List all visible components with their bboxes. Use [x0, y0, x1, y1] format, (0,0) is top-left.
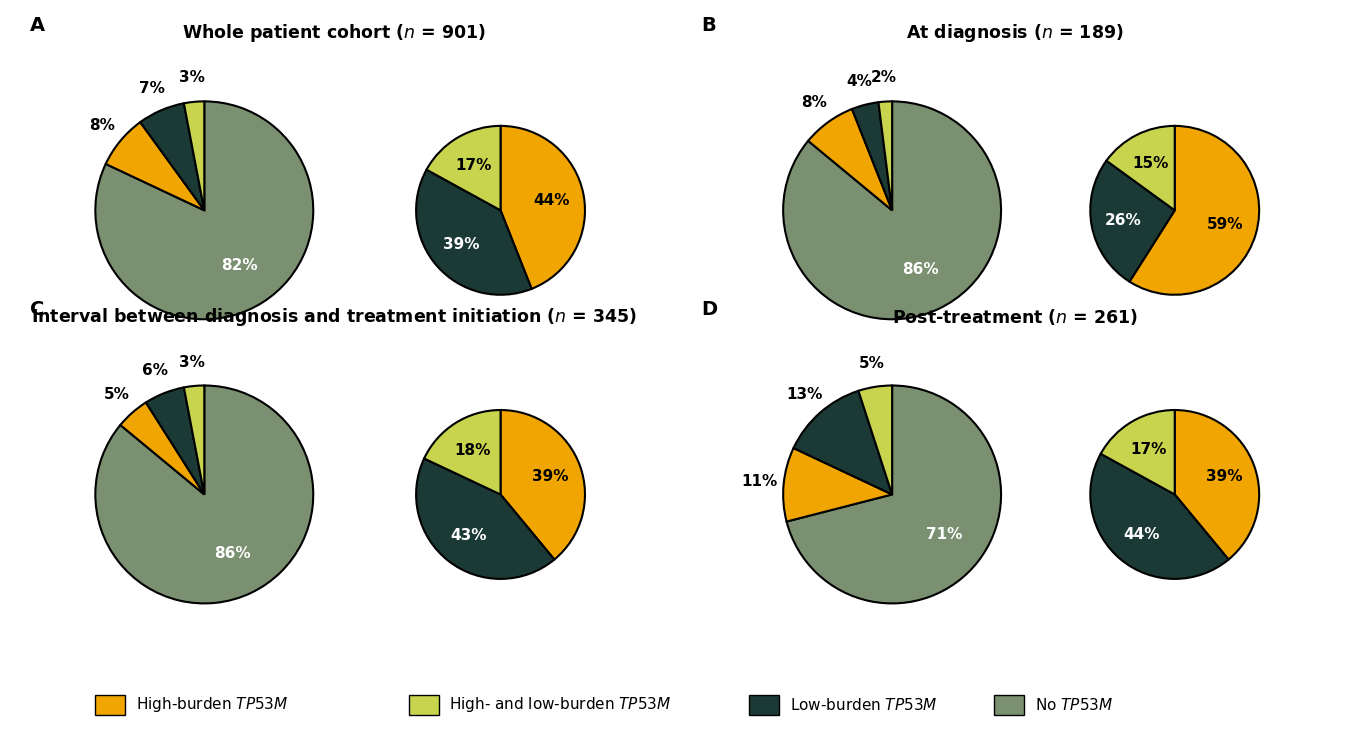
Wedge shape — [1129, 126, 1258, 294]
Text: Interval between diagnosis and treatment initiation ($\it{n}$ = 345): Interval between diagnosis and treatment… — [31, 306, 636, 328]
Bar — [994, 695, 1024, 714]
Text: 17%: 17% — [456, 158, 492, 173]
Text: 39%: 39% — [1205, 469, 1242, 484]
Wedge shape — [426, 126, 501, 210]
Wedge shape — [106, 123, 204, 210]
Text: 3%: 3% — [178, 355, 204, 370]
Wedge shape — [783, 448, 892, 522]
Text: 18%: 18% — [455, 443, 490, 458]
Text: B: B — [701, 16, 716, 35]
Bar — [409, 695, 439, 714]
Wedge shape — [184, 385, 204, 494]
Wedge shape — [794, 391, 892, 494]
Text: 44%: 44% — [534, 193, 571, 208]
Wedge shape — [500, 410, 584, 559]
Text: 39%: 39% — [443, 238, 479, 252]
Text: Low-burden $\it{TP53M}$: Low-burden $\it{TP53M}$ — [790, 697, 937, 713]
Text: 26%: 26% — [1105, 213, 1141, 227]
Text: 8%: 8% — [89, 118, 114, 133]
Text: C: C — [30, 300, 45, 320]
Text: 86%: 86% — [214, 546, 251, 561]
Wedge shape — [808, 109, 892, 210]
Text: 86%: 86% — [902, 262, 938, 277]
Bar — [749, 695, 779, 714]
Text: A: A — [30, 16, 45, 35]
Wedge shape — [787, 385, 1001, 604]
Wedge shape — [500, 126, 584, 289]
Text: 2%: 2% — [870, 70, 896, 85]
Text: 5%: 5% — [858, 356, 884, 370]
Text: D: D — [701, 300, 718, 320]
Text: 59%: 59% — [1207, 218, 1244, 232]
Wedge shape — [120, 402, 204, 494]
Text: 71%: 71% — [926, 527, 962, 542]
Wedge shape — [140, 103, 204, 210]
Text: 7%: 7% — [139, 81, 165, 96]
Wedge shape — [1174, 410, 1258, 559]
Text: 4%: 4% — [846, 74, 872, 89]
Text: No $\it{TP53M}$: No $\it{TP53M}$ — [1035, 697, 1113, 713]
Text: High-burden $\it{TP53M}$: High-burden $\it{TP53M}$ — [136, 695, 289, 714]
Text: 39%: 39% — [531, 469, 568, 484]
Wedge shape — [853, 103, 892, 210]
Text: 11%: 11% — [742, 475, 778, 489]
Text: 13%: 13% — [786, 387, 823, 402]
Bar — [95, 695, 125, 714]
Wedge shape — [1091, 454, 1229, 579]
Text: 15%: 15% — [1133, 156, 1169, 171]
Text: High- and low-burden $\it{TP53M}$: High- and low-burden $\it{TP53M}$ — [449, 695, 671, 714]
Wedge shape — [417, 458, 554, 579]
Wedge shape — [858, 385, 892, 494]
Text: 43%: 43% — [451, 528, 486, 543]
Text: At diagnosis ($\it{n}$ = 189): At diagnosis ($\it{n}$ = 189) — [906, 22, 1124, 44]
Wedge shape — [783, 101, 1001, 320]
Wedge shape — [184, 101, 204, 210]
Text: 17%: 17% — [1130, 442, 1166, 457]
Wedge shape — [424, 410, 501, 494]
Wedge shape — [878, 101, 892, 210]
Wedge shape — [95, 101, 313, 320]
Text: Post-treatment ($\it{n}$ = 261): Post-treatment ($\it{n}$ = 261) — [892, 307, 1137, 328]
Wedge shape — [146, 387, 204, 494]
Wedge shape — [1091, 161, 1174, 282]
Text: Whole patient cohort ($\it{n}$ = 901): Whole patient cohort ($\it{n}$ = 901) — [181, 22, 486, 44]
Wedge shape — [95, 385, 313, 604]
Text: 6%: 6% — [143, 363, 169, 379]
Text: 82%: 82% — [221, 258, 257, 273]
Wedge shape — [1106, 126, 1175, 210]
Text: 3%: 3% — [178, 71, 204, 86]
Text: 8%: 8% — [801, 95, 827, 110]
Text: 44%: 44% — [1124, 527, 1159, 542]
Wedge shape — [1100, 410, 1175, 494]
Wedge shape — [417, 170, 531, 294]
Text: 5%: 5% — [104, 387, 129, 402]
